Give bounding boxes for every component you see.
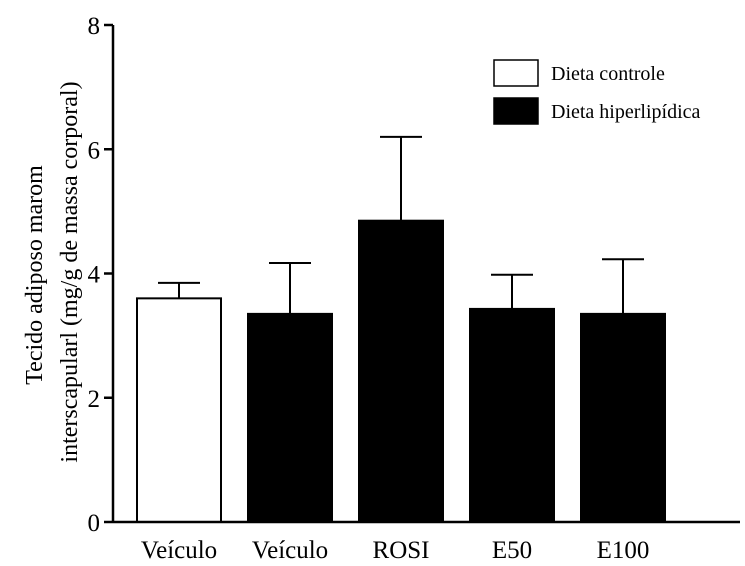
legend-swatch-high-fat (493, 97, 539, 125)
bar (469, 307, 555, 523)
x-category-label: E50 (492, 537, 532, 564)
y-tick-label: 8 (88, 13, 101, 40)
y-axis-title-line-2: interscapularl (mg/g de massa corporal) (57, 81, 83, 462)
bar (247, 312, 333, 523)
y-tick-label: 4 (88, 262, 101, 289)
x-category-label: ROSI (373, 537, 430, 564)
x-category-label: E100 (597, 537, 650, 564)
legend: Dieta controle Dieta hiperlipídica (493, 59, 701, 125)
y-ticks-layer: 0 2 4 6 8 (88, 13, 113, 537)
y-tick-label: 0 (88, 510, 101, 537)
legend-swatch-control (493, 59, 539, 87)
y-tick-label: 6 (88, 137, 101, 164)
legend-label-control: Dieta controle (551, 63, 665, 85)
x-category-label: Veículo (141, 537, 217, 564)
error-bars-layer (158, 135, 644, 314)
x-category-label: Veículo (252, 537, 328, 564)
bar (358, 219, 444, 523)
bar (136, 297, 222, 523)
bars-layer (136, 219, 666, 523)
x-labels-layer: Veículo Veículo ROSI E50 E100 (141, 537, 650, 564)
bar (580, 312, 666, 523)
legend-label-high-fat: Dieta hiperlipídica (551, 101, 701, 123)
y-tick-label: 2 (88, 386, 101, 413)
y-axis-title-line-1: Tecido adiposo marom (22, 165, 48, 385)
